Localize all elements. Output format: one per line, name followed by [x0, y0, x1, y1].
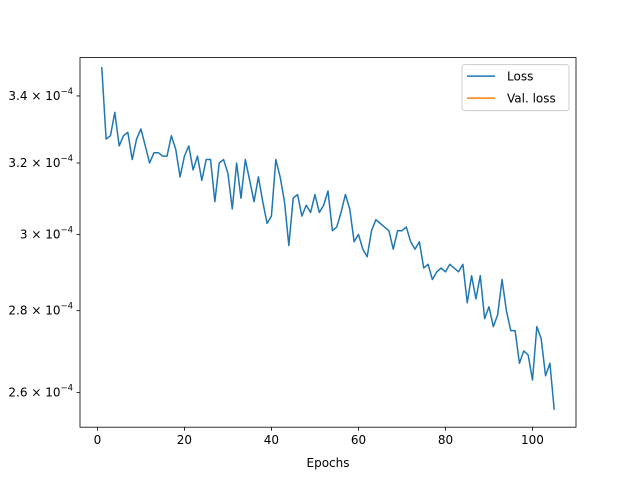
x-tick-label: 80	[438, 433, 453, 447]
legend: Loss Val. loss	[461, 64, 570, 112]
y-tick-label: 3 × 10−4	[20, 225, 73, 241]
axes-layer	[79, 57, 577, 428]
x-tick-label: 20	[177, 433, 192, 447]
series-layer	[101, 67, 555, 410]
y-tick-label: 3.2 × 10−4	[8, 154, 73, 170]
legend-label-1: Val. loss	[507, 92, 556, 106]
x-tick-label: 100	[521, 433, 544, 447]
y-tick-label: 3.4 × 10−4	[8, 87, 73, 103]
axes-frame	[79, 57, 577, 428]
series-line-0	[101, 67, 555, 410]
y-axis: 2.6 × 10−4 2.8 × 10−4 3 × 10−4 3.2 × 10−4 3.…	[8, 87, 80, 400]
x-tick-label: 40	[264, 433, 279, 447]
x-tick-label: 60	[351, 433, 366, 447]
x-axis-label: Epochs	[307, 456, 350, 470]
y-tick-label: 2.6 × 10−4	[8, 384, 73, 400]
legend-label-0: Loss	[507, 70, 533, 84]
y-tick-label: 2.8 × 10−4	[8, 302, 73, 318]
x-axis: 0 20 40 60 80 100	[94, 427, 544, 447]
x-tick-label: 0	[94, 433, 102, 447]
plot-area	[80, 57, 576, 428]
